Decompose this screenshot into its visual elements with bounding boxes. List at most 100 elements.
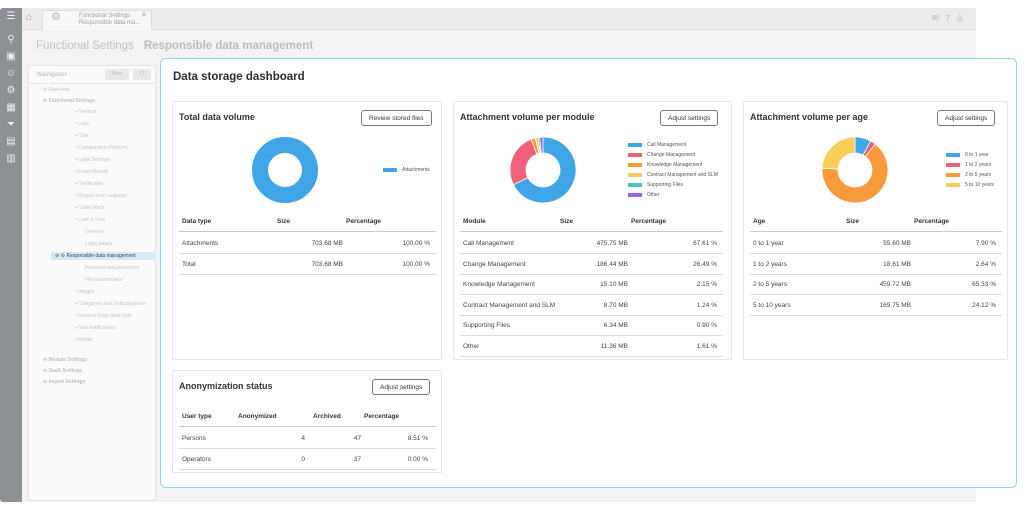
legend-item[interactable]: 0 to 1 year	[946, 150, 994, 160]
table-row: Other 11.36 MB 1.61 %	[460, 337, 723, 357]
navigator-new-button[interactable]: New	[105, 69, 129, 80]
legend-label: Change Management	[647, 152, 696, 158]
item-icon: ▪	[75, 325, 79, 331]
donut-slice[interactable]	[539, 136, 544, 154]
nav-item[interactable]: ▪ Caller block	[75, 204, 104, 212]
nav-item[interactable]: ▪ Chat	[75, 132, 89, 140]
legend-item[interactable]: Change Management	[628, 150, 718, 160]
donut-slice[interactable]	[821, 136, 856, 170]
table-cell: 6.34 MB	[603, 322, 628, 329]
expand-icon[interactable]: ⊖	[43, 87, 49, 93]
menu-icon[interactable]: ☰	[6, 10, 16, 22]
nav-item-label: Caller block	[78, 205, 105, 211]
legend-item[interactable]: Call Management	[628, 140, 718, 150]
item-icon: ▪	[75, 301, 79, 307]
nav-item[interactable]: ⊖ SaaS Settings	[43, 367, 82, 375]
legend-label: Knowledge Management	[647, 162, 703, 168]
nav-item[interactable]: ▪ Categories and Subcategories	[75, 300, 145, 308]
nav-item[interactable]: ⊖ Functional Settings	[43, 97, 95, 105]
donut-slice[interactable]	[252, 137, 318, 203]
expand-icon[interactable]: ⊖	[43, 379, 49, 385]
nav-item[interactable]: ⊕ ⚙ Responsible data management	[51, 252, 155, 260]
nav-item[interactable]: ⊖ Module Settings	[43, 356, 87, 364]
table-cell: 26.49 %	[693, 260, 717, 268]
anon-adjust-settings-button[interactable]: Adjust settings	[372, 379, 431, 395]
breadcrumb-parent[interactable]: Functional Settings	[36, 40, 134, 52]
legend-item[interactable]: Attachments	[383, 165, 430, 175]
age-card-title: Attachment volume per age	[750, 112, 869, 122]
table-cell: 0	[301, 455, 305, 463]
nav-item[interactable]: ▪ Login Settings	[75, 156, 110, 164]
question-icon[interactable]: ?	[944, 13, 950, 23]
review-stored-files-button[interactable]: Review stored files	[361, 110, 432, 126]
document-icon[interactable]: ▣	[6, 50, 16, 62]
nav-item[interactable]: ▪ Images	[75, 288, 95, 296]
nav-item[interactable]: ⊖ Overview	[43, 86, 69, 94]
checklist-icon[interactable]: ▥	[6, 152, 16, 164]
donut-slice[interactable]	[512, 136, 577, 204]
table-cell: 1 to 2 years	[753, 260, 787, 268]
legend-swatch	[383, 168, 397, 172]
expand-icon[interactable]: ⊖	[43, 98, 49, 104]
nav-item[interactable]: General	[85, 228, 103, 236]
table-cell: 2.64 %	[975, 260, 996, 268]
nav-item-label: Chat	[78, 133, 89, 139]
nav-item[interactable]: ▪ Email Module	[75, 168, 108, 176]
nav-item[interactable]: ▪ Labs	[75, 120, 89, 128]
age-adjust-settings-button[interactable]: Adjust settings	[937, 110, 996, 126]
tab-functional-settings[interactable]: ⚙ Functional Settings Responsible data m…	[42, 10, 152, 30]
table-cell: 24.12 %	[972, 301, 996, 309]
module-adjust-settings-button[interactable]: Adjust settings	[660, 110, 719, 126]
table-cell: 459.72 MB	[879, 281, 911, 288]
nav-item[interactable]: Login pages	[85, 240, 112, 248]
nav-item[interactable]: ▪ Collaboration Platform	[75, 144, 128, 152]
donut-slice[interactable]	[509, 138, 538, 186]
legend-item[interactable]: 1 to 2 years	[946, 160, 994, 170]
legend-label: 5 to 10 years	[965, 182, 994, 188]
table-cell: 8.70 MB	[603, 301, 628, 309]
nav-item[interactable]: ▪ Certificates	[75, 180, 103, 188]
nav-item[interactable]: File maintenance	[85, 276, 123, 284]
module-donut-chart	[509, 136, 577, 204]
navigator-f1-button[interactable]: F1	[133, 69, 151, 80]
item-icon: ▪	[75, 109, 79, 115]
nav-item[interactable]: ▪ Sale notifications	[75, 324, 116, 332]
grid-icon[interactable]: ▦	[6, 101, 16, 113]
mail-icon[interactable]: ✉	[931, 13, 939, 23]
nav-item-label: Collaboration Platform	[78, 145, 128, 151]
nav-item[interactable]: ▪ General Drop-down lists	[75, 312, 132, 320]
close-icon[interactable]: ✕	[141, 12, 147, 19]
table-cell: Supporting Files	[463, 322, 510, 329]
legend-item[interactable]: 5 to 10 years	[946, 180, 994, 190]
item-icon: ▪	[75, 169, 79, 175]
clipboard-icon[interactable]: ▤	[6, 135, 16, 147]
nav-item[interactable]: ▪ Mobile	[75, 336, 93, 344]
legend-item[interactable]: Knowledge Management	[628, 160, 718, 170]
nav-item[interactable]: ▪ Look & Feel	[75, 216, 105, 224]
nav-item-label: Categories and Subcategories	[78, 301, 146, 307]
table-cell: Attachments	[182, 240, 219, 247]
nav-item-label: Mobile	[78, 337, 93, 343]
legend-item[interactable]: Other	[628, 190, 718, 200]
expand-icon[interactable]: ⊖	[43, 368, 49, 374]
legend-item[interactable]: Contract Management and SLM	[628, 170, 718, 180]
filter-icon[interactable]: ⏷	[7, 118, 15, 130]
user-icon[interactable]: ♙	[955, 13, 964, 23]
search-icon[interactable]: ⚲	[7, 33, 15, 45]
nav-item[interactable]: ⊖ Import Settings	[43, 378, 85, 386]
users-icon[interactable]: ☺	[5, 67, 17, 79]
legend-item[interactable]: Supporting Files	[628, 180, 718, 190]
nav-item-label: Look & Feel	[78, 217, 105, 223]
nav-item[interactable]: ▪ Region and Language	[75, 192, 127, 200]
item-icon: ▪	[75, 217, 79, 223]
table-cell: 18.61 MB	[883, 260, 911, 268]
settings-icon[interactable]: ⚙	[6, 84, 16, 96]
nav-item-label: Certificates	[78, 181, 104, 187]
nav-item[interactable]: Personal data protection	[85, 264, 139, 272]
expand-icon[interactable]: ⊖	[43, 357, 49, 363]
donut-slice[interactable]	[821, 143, 889, 204]
nav-item-label: Import Settings	[48, 379, 86, 385]
nav-item[interactable]: ▪ General	[75, 108, 96, 116]
legend-item[interactable]: 2 to 5 years	[946, 170, 994, 180]
home-icon[interactable]: ⌂	[26, 12, 33, 23]
